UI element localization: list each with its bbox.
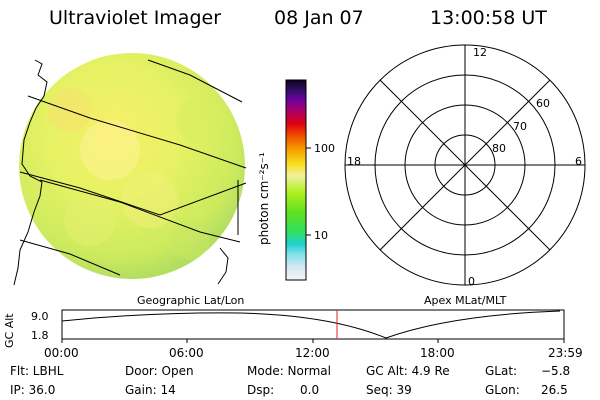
instrument-title: Ultraviolet Imager bbox=[49, 7, 222, 29]
altitude-curve bbox=[61, 310, 561, 339]
geo-grid-line-4 bbox=[39, 179, 241, 243]
status-glat-value: −5.8 bbox=[541, 364, 571, 378]
geo-grid-line-5 bbox=[19, 239, 121, 276]
apex-caption: Apex MLat/MLT bbox=[424, 294, 507, 307]
intensity-colorbar bbox=[285, 79, 311, 281]
timeline-xtick-0000: 00:00 bbox=[44, 346, 79, 360]
mlat-label-80: 80 bbox=[492, 142, 506, 155]
timeline-ytick-bottom: 1.8 bbox=[31, 329, 49, 342]
polar-diag-2 bbox=[379, 79, 551, 251]
status-glat-label: GLat: bbox=[485, 364, 518, 378]
mlat-label-60: 60 bbox=[536, 97, 550, 110]
geo-caption: Geographic Lat/Lon bbox=[137, 294, 245, 307]
mlt-label-6: 6 bbox=[575, 155, 582, 168]
status-ip: IP: 36.0 bbox=[10, 383, 56, 397]
colorbar-label-100: 100 bbox=[314, 142, 335, 155]
status-dsp-label: Dsp: bbox=[247, 383, 275, 397]
colorbar-label-10: 10 bbox=[314, 229, 328, 242]
disk-texture bbox=[48, 88, 224, 260]
colorbar-unit-label: photon cm⁻²s⁻¹ bbox=[257, 152, 271, 245]
status-glon-label: GLon: bbox=[485, 383, 520, 397]
coastline-left bbox=[13, 59, 48, 286]
status-mode: Mode: Normal bbox=[247, 364, 331, 378]
mlat-label-70: 70 bbox=[513, 120, 527, 133]
status-gain: Gain: 14 bbox=[125, 383, 176, 397]
timeline-plot bbox=[61, 309, 565, 343]
timeline-ticks bbox=[61, 339, 565, 343]
mlt-label-0: 0 bbox=[468, 275, 475, 288]
uv-earth-image bbox=[13, 53, 247, 286]
mlt-label-18: 18 bbox=[347, 155, 361, 168]
colorbar-scale bbox=[285, 79, 307, 281]
geo-grid-line-1 bbox=[147, 59, 243, 103]
status-seq: Seq: 39 bbox=[366, 383, 412, 397]
status-glon-value: 26.5 bbox=[541, 383, 568, 397]
timeline-ytick-top: 9.0 bbox=[31, 310, 49, 323]
polar-plot bbox=[344, 44, 586, 286]
timeline-ylabel: GC Alt bbox=[3, 313, 16, 348]
status-gc-alt: GC Alt: 4.9 Re bbox=[366, 364, 450, 378]
status-filter: Flt: LBHL bbox=[10, 364, 64, 378]
geo-grid-line-2 bbox=[27, 95, 247, 169]
timeline-xtick-0600: 06:00 bbox=[169, 346, 204, 360]
timeline-frame bbox=[61, 309, 565, 340]
coastline-lower bbox=[217, 247, 229, 285]
timeline-xtick-2359: 23:59 bbox=[548, 346, 583, 360]
time-label: 13:00:58 UT bbox=[430, 7, 547, 29]
timeline-xtick-1200: 12:00 bbox=[295, 346, 330, 360]
mlt-label-12: 12 bbox=[473, 46, 487, 59]
status-door: Door: Open bbox=[125, 364, 194, 378]
timeline-xtick-1800: 18:00 bbox=[420, 346, 455, 360]
status-dsp-value: 0.0 bbox=[300, 383, 320, 397]
date-label: 08 Jan 07 bbox=[274, 7, 364, 29]
